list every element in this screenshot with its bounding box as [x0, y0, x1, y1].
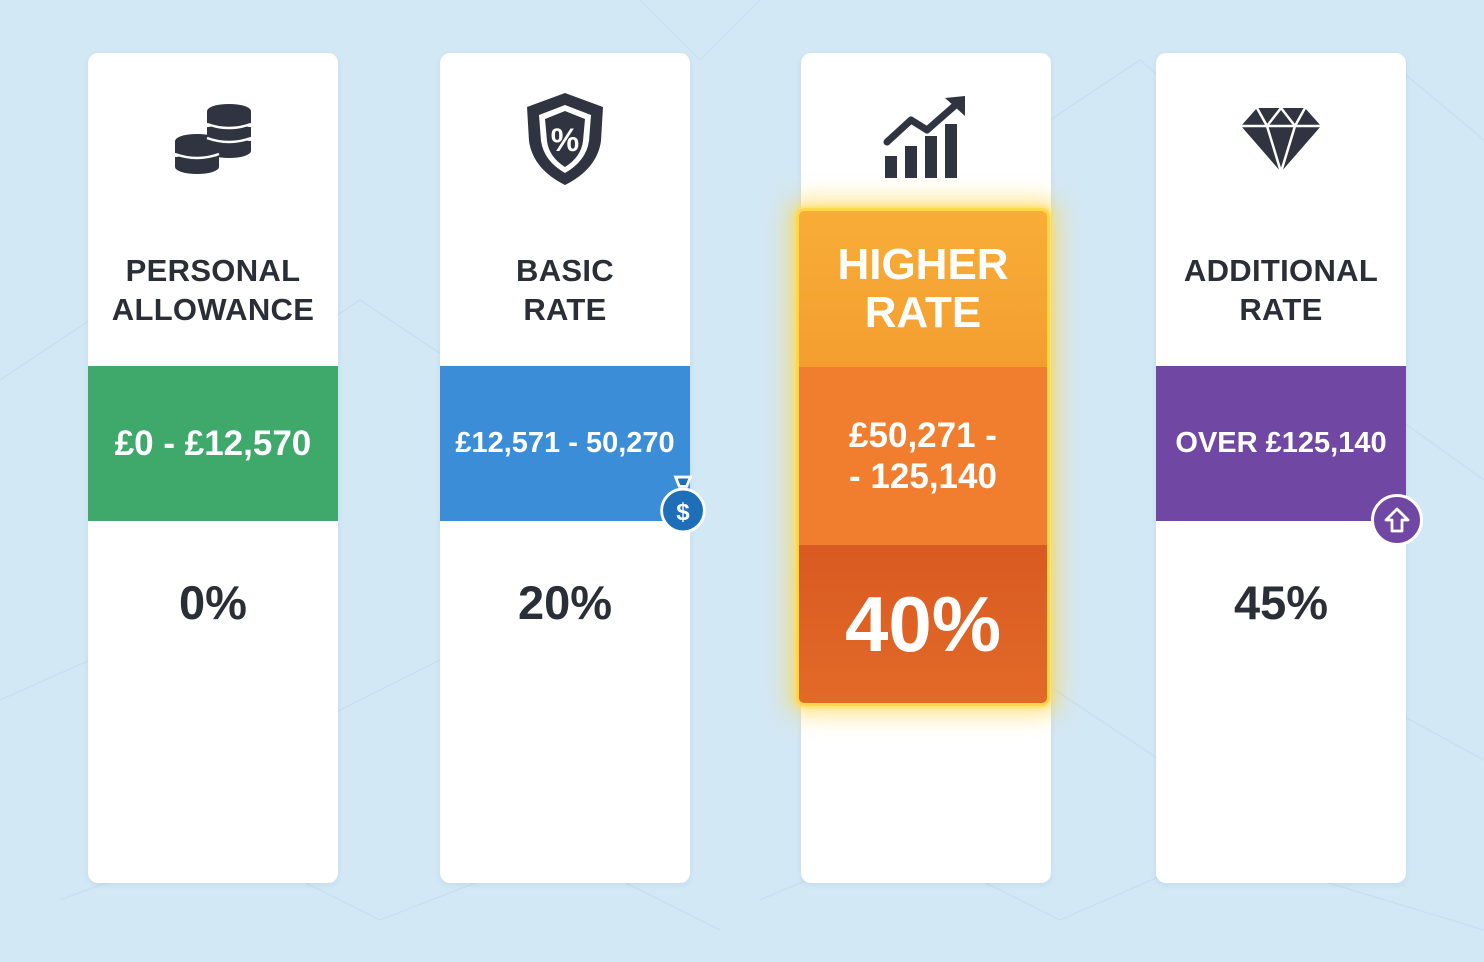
additional-rate-card: ADDITIONAL RATE OVER £125,140 45% [1156, 53, 1406, 883]
tax-rate: 20% [517, 576, 613, 629]
shield-percent-icon: % [440, 89, 690, 189]
band-title: ADDITIONAL RATE [1183, 253, 1379, 327]
band-title: HIGHER RATE [799, 211, 1047, 367]
diamond-icon [1156, 89, 1406, 189]
higher-rate-highlight: HIGHER RATE £50,271 - - 125,140 40% [796, 208, 1050, 706]
money-bag-icon: $ [657, 475, 709, 534]
svg-text:$: $ [676, 499, 690, 526]
band-title: PERSONAL ALLOWANCE [111, 253, 315, 327]
tax-rate: 40% [799, 545, 1047, 703]
growth-chart-icon [801, 89, 1051, 189]
income-range: £0 - £12,570 [88, 366, 338, 521]
band-title: BASIC RATE [516, 253, 614, 327]
up-arrow-icon [1371, 494, 1423, 546]
svg-text:%: % [551, 122, 579, 158]
basic-rate-card: % BASIC RATE £12,571 - 50,270 20% [440, 53, 690, 883]
income-range: £12,571 - 50,270 [440, 366, 690, 521]
personal-allowance-card: PERSONAL ALLOWANCE £0 - £12,570 0% [88, 53, 338, 883]
income-range: OVER £125,140 [1156, 366, 1406, 521]
tax-rate: 0% [179, 576, 247, 629]
income-range: £50,271 - - 125,140 [799, 367, 1047, 545]
coin-stack-icon [88, 89, 338, 189]
tax-rate: 45% [1233, 576, 1329, 629]
